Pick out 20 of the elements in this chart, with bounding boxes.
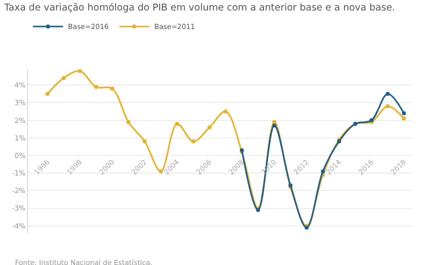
point [191, 139, 196, 144]
point [142, 139, 147, 144]
point [126, 120, 130, 124]
point [386, 92, 390, 96]
point [175, 122, 180, 126]
point [320, 169, 325, 174]
point [94, 84, 98, 89]
point [110, 86, 114, 91]
point [158, 169, 163, 174]
point [272, 124, 276, 128]
point [272, 120, 276, 124]
point [78, 69, 82, 74]
chart-title: Taxa de variação homóloga do PIB em volume com a anterior base e a nova base. [3, 2, 396, 14]
point [386, 104, 390, 108]
point [207, 125, 212, 130]
point [224, 110, 228, 114]
point [62, 76, 66, 80]
point [45, 92, 50, 96]
point [402, 111, 406, 116]
point [402, 116, 406, 121]
